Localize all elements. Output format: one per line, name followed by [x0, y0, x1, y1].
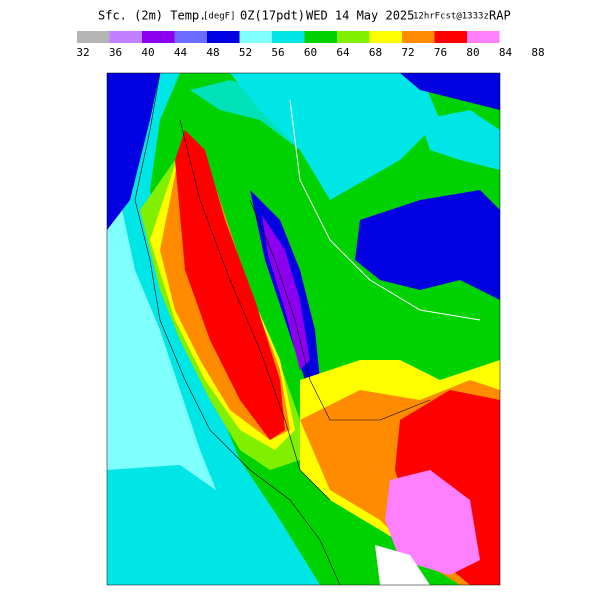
contour	[179, 119, 331, 501]
scale-label: 88	[531, 46, 544, 59]
no-data	[375, 545, 430, 585]
color-swatch	[369, 31, 402, 43]
contour	[249, 199, 431, 421]
scale-label: 68	[369, 46, 382, 59]
color-swatch	[272, 31, 305, 43]
southern-ocean	[107, 465, 300, 585]
scale-label: 48	[206, 46, 219, 59]
state-border	[289, 99, 481, 321]
color-swatch	[109, 31, 142, 43]
color-scale: 32 36 40 44 48 52 56 60 64 68 72 76 80 84 88	[76, 31, 545, 59]
title-field: Sfc. (2m) Temp.	[98, 9, 206, 23]
plateau-cool	[420, 110, 500, 170]
scale-label: 56	[271, 46, 284, 59]
desert-extreme	[385, 470, 480, 575]
title-forecast: 12hrFcst@1333z	[413, 12, 489, 22]
title-units: [degF]	[203, 12, 236, 22]
color-swatch	[239, 31, 272, 43]
scale-label: 80	[466, 46, 479, 59]
title-valid: 0Z(17pdt)	[240, 9, 305, 23]
scale-label: 32	[76, 46, 89, 59]
color-swatch	[434, 31, 467, 43]
scale-label: 60	[304, 46, 317, 59]
scale-label: 36	[109, 46, 122, 59]
color-swatch	[402, 31, 435, 43]
color-swatch	[142, 31, 175, 43]
scale-label: 44	[174, 46, 188, 59]
title-model: RAP	[489, 9, 511, 23]
scale-label: 64	[336, 46, 350, 59]
northwest-cold	[107, 73, 160, 230]
color-swatch	[207, 31, 240, 43]
color-swatch	[337, 31, 370, 43]
color-swatch	[77, 31, 110, 43]
title-date: WED 14 May 2025	[306, 9, 414, 23]
color-swatch	[174, 31, 207, 43]
nevada-cold	[355, 190, 500, 300]
scale-label: 84	[499, 46, 513, 59]
map-frame	[106, 72, 501, 586]
northeast-cold	[400, 73, 500, 110]
scale-label: 76	[434, 46, 447, 59]
contour	[134, 73, 341, 585]
scale-label: 72	[401, 46, 414, 59]
north-coast	[190, 80, 320, 150]
scale-label: 52	[239, 46, 252, 59]
scale-label: 40	[141, 46, 154, 59]
map	[106, 72, 501, 586]
color-swatch	[467, 31, 500, 43]
color-swatch	[304, 31, 337, 43]
